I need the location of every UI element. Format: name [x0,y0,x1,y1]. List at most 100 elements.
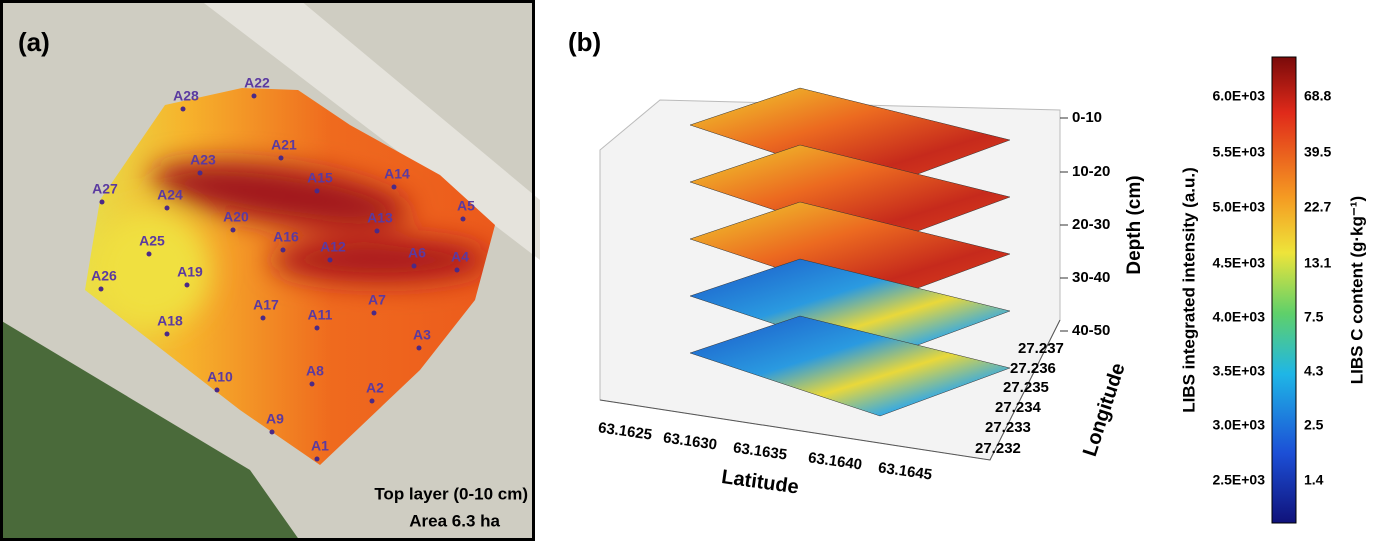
latitude-tick-label: 63.1645 [877,459,933,483]
colorbar-right-tick: 13.1 [1304,255,1331,271]
colorbar-left-tick: 4.0E+03 [1212,309,1265,325]
box-edge [599,319,1061,461]
sample-point [369,398,375,404]
sample-point [230,227,236,233]
colorbar-right-tick: 7.5 [1304,309,1324,325]
sample-label: A9 [266,411,284,427]
sample-point [416,345,422,351]
longitude-tick-label: 27.233 [985,419,1031,436]
sample-point [280,247,286,253]
sample-label: A14 [384,166,410,182]
colorbar-title: LIBS integrated intensity (a.u.) [1179,167,1198,413]
sample-point [278,155,284,161]
sample-point [460,216,466,222]
sample-point [214,387,220,393]
sample-point [454,267,460,273]
sample-label: A25 [139,233,165,249]
sample-label: A28 [173,88,199,104]
sample-point [164,205,170,211]
sample-label: A26 [91,268,117,284]
sample-point [314,188,320,194]
colorbar-left-tick: 5.0E+03 [1212,199,1265,215]
sample-label: A4 [451,249,469,265]
colorbar-right-tick: 22.7 [1304,199,1331,215]
sample-label: A3 [413,327,431,343]
hot-zone [270,238,490,282]
sample-point [98,286,104,292]
sample-point [374,228,380,234]
sample-label: A24 [157,187,183,203]
colorbar [1271,56,1297,524]
sample-point [99,199,105,205]
sample-point [197,170,203,176]
colorbar-right-tick: 39.5 [1304,144,1331,160]
frame [0,0,535,541]
latitude-tick-label: 63.1640 [807,449,863,473]
sample-point [260,315,266,321]
depth-tick-label: 40-50 [1072,322,1110,339]
sample-point [309,381,315,387]
sample-point [269,429,275,435]
axis-title: Depth (cm) [1124,175,1145,274]
latitude-tick-label: 63.1630 [662,429,718,453]
axis-title: Latitude [720,466,800,499]
sample-point [180,106,186,112]
sample-label: A27 [92,181,118,197]
sample-label: A2 [366,380,384,396]
colorbar-title: LIBS C content (g·kg⁻¹) [1347,196,1366,384]
colorbar-right-tick: 68.8 [1304,88,1331,104]
sample-point [251,93,257,99]
sample-label: A15 [307,170,333,186]
depth-tick-label: 30-40 [1072,269,1110,286]
axis-title: Longitude [1079,360,1130,459]
depth-tick-label: 0-10 [1072,109,1102,126]
colorbar-right-tick: 2.5 [1304,417,1324,433]
longitude-tick-label: 27.237 [1018,340,1064,357]
sample-label: A22 [244,75,270,91]
colorbar-left-tick: 3.5E+03 [1212,363,1265,379]
colorbar-left-tick: 4.5E+03 [1212,255,1265,271]
longitude-tick-label: 27.235 [1003,379,1049,396]
depth-layer [689,315,1011,417]
sample-label: A10 [207,369,233,385]
latitude-tick-label: 63.1635 [732,439,788,463]
sample-label: A6 [408,245,426,261]
longitude-tick-label: 27.234 [995,399,1042,416]
sample-point [314,456,320,462]
sample-point [411,263,417,269]
sample-label: A12 [320,239,346,255]
sample-point [371,310,377,316]
cool-zone [90,210,210,330]
colorbar-left-tick: 6.0E+03 [1212,88,1265,104]
latitude-tick-label: 63.1625 [597,419,653,443]
hot-zone [151,161,409,229]
sample-label: A7 [368,292,386,308]
depth-tick-label: 10-20 [1072,163,1110,180]
sample-label: A18 [157,313,183,329]
sample-label: A1 [311,438,329,454]
sample-point [327,257,333,263]
caption: Area 6.3 ha [409,511,500,530]
colorbar-right-tick: 4.3 [1304,363,1324,379]
sample-label: A19 [177,264,203,280]
sample-label: A13 [367,210,393,226]
sample-label: A5 [457,198,475,214]
sample-label: A16 [273,229,299,245]
sample-label: A8 [306,363,324,379]
sample-point [184,282,190,288]
forest [0,320,300,541]
colorbar-left-tick: 2.5E+03 [1212,472,1265,488]
panel-label: (b) [568,27,601,57]
sample-point [391,184,397,190]
sample-label: A23 [190,152,216,168]
colorbar-left-tick: 3.0E+03 [1212,417,1265,433]
sample-label: A21 [271,137,297,153]
longitude-tick-label: 27.232 [975,440,1021,457]
sample-label: A11 [308,307,333,323]
colorbar-right-tick: 1.4 [1304,472,1324,488]
longitude-tick-label: 27.236 [1010,360,1056,377]
sample-label: A20 [223,209,249,225]
sample-point [314,325,320,331]
